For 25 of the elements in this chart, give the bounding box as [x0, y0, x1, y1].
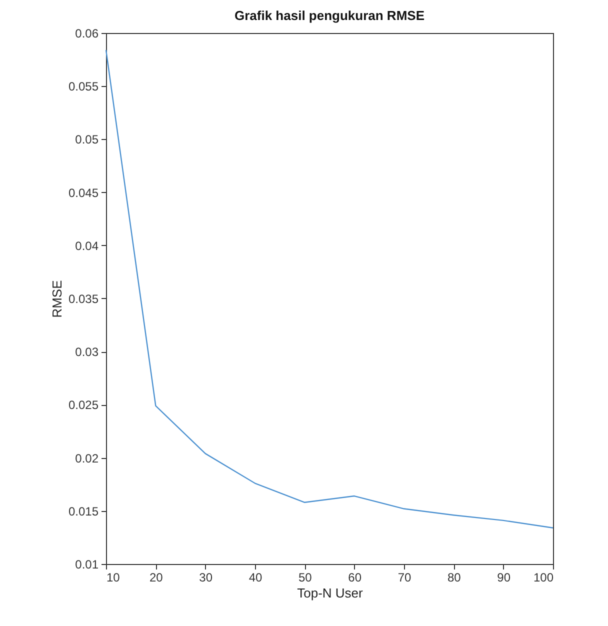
y-axis-title: RMSE: [49, 280, 64, 318]
y-tick-label: 0.01: [75, 558, 99, 572]
y-tick-label: 0.045: [68, 186, 99, 200]
line-series: [105, 49, 554, 528]
y-tick-label: 0.05: [75, 132, 99, 147]
x-tick-label: 80: [447, 570, 462, 584]
x-tick-label: 10: [106, 570, 120, 584]
x-tick-label: 20: [149, 570, 164, 584]
x-tick-label: 90: [497, 570, 511, 584]
x-tick-label: 100: [533, 570, 554, 584]
y-tick-label: 0.025: [68, 398, 99, 412]
y-tick-label: 0.06: [75, 26, 99, 40]
y-tick-label: 0.035: [68, 292, 99, 306]
y-tick-label: 0.055: [68, 80, 99, 94]
y-tick-label: 0.04: [75, 238, 99, 253]
y-tick-label: 0.03: [75, 345, 99, 360]
x-tick-label: 60: [348, 570, 362, 584]
chart-title: Grafik hasil pengukuran RMSE: [234, 8, 425, 23]
y-tick-label: 0.015: [68, 504, 99, 518]
y-tick-label: 0.02: [75, 451, 99, 466]
x-tick-label: 40: [248, 570, 262, 584]
x-tick-label: 30: [199, 570, 213, 584]
x-tick-label: 50: [298, 570, 312, 584]
x-tick-label: 70: [398, 570, 412, 584]
x-axis-title: Top-N User: [297, 586, 364, 600]
